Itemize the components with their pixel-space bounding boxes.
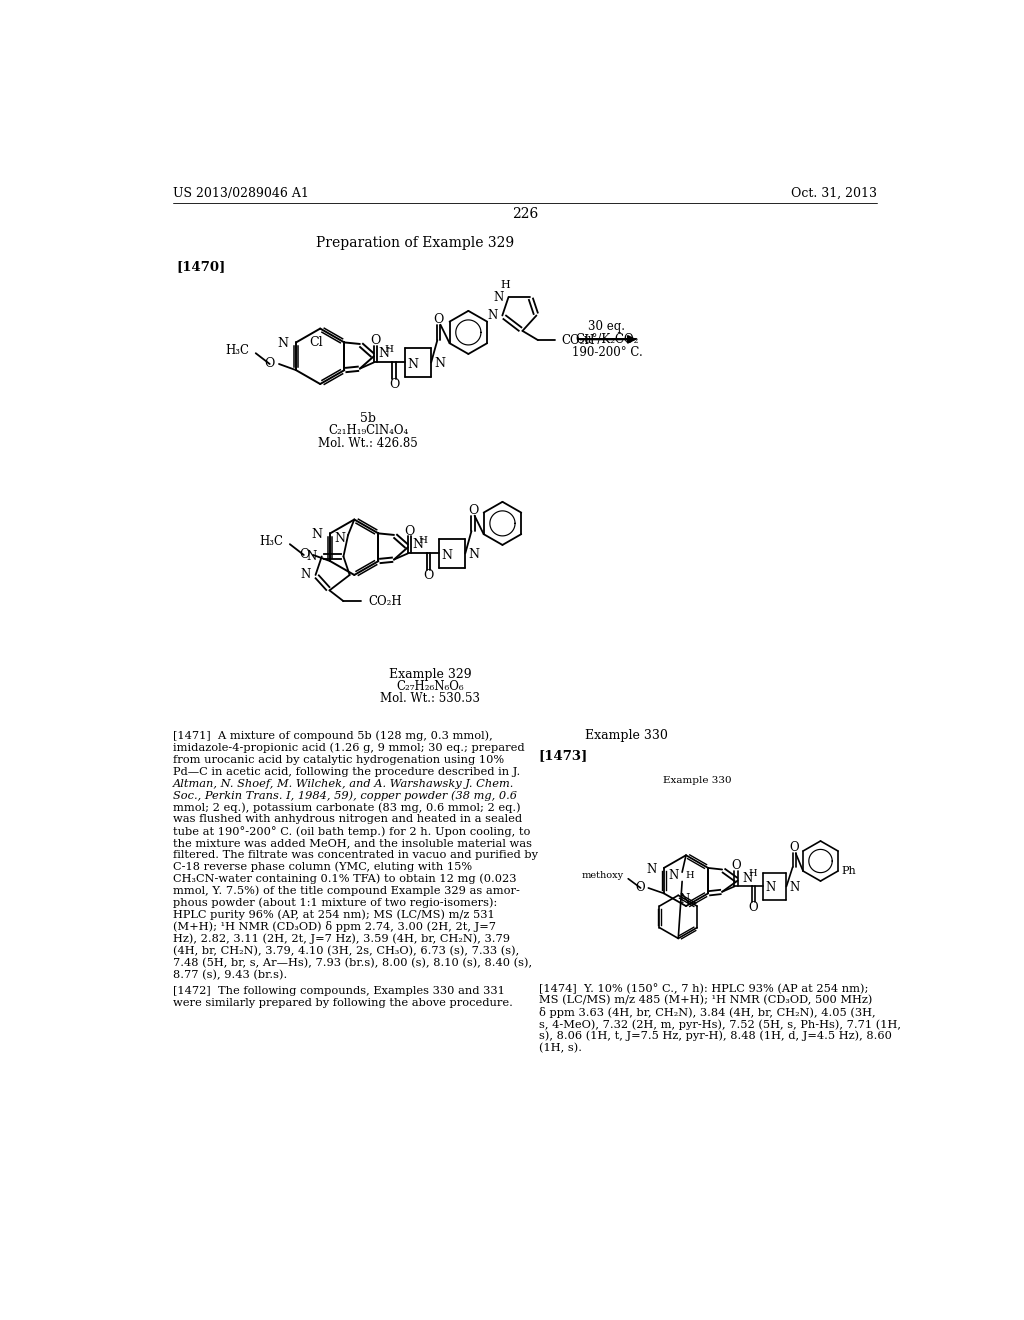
- Text: N: N: [311, 528, 323, 541]
- Text: N: N: [441, 549, 453, 562]
- Text: N: N: [494, 290, 504, 304]
- Text: O: O: [749, 900, 758, 913]
- Text: (1H, s).: (1H, s).: [539, 1043, 582, 1053]
- Text: 30 eq.: 30 eq.: [589, 319, 626, 333]
- Text: CH₃CN-water containing 0.1% TFA) to obtain 12 mg (0.023: CH₃CN-water containing 0.1% TFA) to obta…: [173, 874, 516, 884]
- Text: 190-200° C.: 190-200° C.: [571, 346, 642, 359]
- Text: [1473]: [1473]: [539, 748, 588, 762]
- Text: tube at 190°-200° C. (oil bath temp.) for 2 h. Upon cooling, to: tube at 190°-200° C. (oil bath temp.) fo…: [173, 826, 530, 837]
- Text: H: H: [501, 280, 510, 289]
- Text: (M+H); ¹H NMR (CD₃OD) δ ppm 2.74, 3.00 (2H, 2t, J=7: (M+H); ¹H NMR (CD₃OD) δ ppm 2.74, 3.00 (…: [173, 921, 496, 932]
- Text: mmol, Y. 7.5%) of the title compound Example 329 as amor-: mmol, Y. 7.5%) of the title compound Exa…: [173, 886, 520, 896]
- Text: Cu°/K₂CO₂: Cu°/K₂CO₂: [575, 333, 639, 346]
- Text: O: O: [299, 548, 309, 561]
- Text: N: N: [646, 863, 656, 876]
- Text: N: N: [790, 880, 800, 894]
- Text: 7.48 (5H, br, s, Ar—Hs), 7.93 (br.s), 8.00 (s), 8.10 (s), 8.40 (s),: 7.48 (5H, br, s, Ar—Hs), 7.93 (br.s), 8.…: [173, 957, 532, 968]
- Text: [1470]: [1470]: [176, 260, 225, 273]
- Text: s), 8.06 (1H, t, J=7.5 Hz, pyr-H), 8.48 (1H, d, J=4.5 Hz), 8.60: s), 8.06 (1H, t, J=7.5 Hz, pyr-H), 8.48 …: [539, 1031, 892, 1041]
- Text: 5b: 5b: [360, 412, 376, 425]
- Text: O: O: [731, 859, 740, 873]
- Text: Example 329: Example 329: [389, 668, 472, 681]
- Text: [1474]  Y. 10% (150° C., 7 h): HPLC 93% (AP at 254 nm);: [1474] Y. 10% (150° C., 7 h): HPLC 93% (…: [539, 983, 868, 994]
- Text: US 2013/0289046 A1: US 2013/0289046 A1: [173, 186, 309, 199]
- Text: mmol; 2 eq.), potassium carbonate (83 mg, 0.6 mmol; 2 eq.): mmol; 2 eq.), potassium carbonate (83 mg…: [173, 803, 520, 813]
- Text: 8.77 (s), 9.43 (br.s).: 8.77 (s), 9.43 (br.s).: [173, 969, 287, 979]
- Text: Oct. 31, 2013: Oct. 31, 2013: [791, 186, 877, 199]
- Text: s, 4-MeO), 7.32 (2H, m, pyr-Hs), 7.52 (5H, s, Ph-Hs), 7.71 (1H,: s, 4-MeO), 7.32 (2H, m, pyr-Hs), 7.52 (5…: [539, 1019, 901, 1030]
- Text: O: O: [636, 882, 645, 895]
- Text: Preparation of Example 329: Preparation of Example 329: [315, 236, 514, 249]
- Text: methoxy: methoxy: [582, 871, 624, 880]
- Text: H: H: [385, 345, 393, 354]
- Text: H: H: [419, 536, 428, 545]
- Text: δ ppm 3.63 (4H, br, CH₂N), 3.84 (4H, br, CH₂N), 4.05 (3H,: δ ppm 3.63 (4H, br, CH₂N), 3.84 (4H, br,…: [539, 1007, 876, 1018]
- Text: O: O: [434, 313, 444, 326]
- Text: C₂₁H₁₉ClN₄O₄: C₂₁H₁₉ClN₄O₄: [328, 425, 409, 437]
- Text: imidazole-4-propionic acid (1.26 g, 9 mmol; 30 eq.; prepared: imidazole-4-propionic acid (1.26 g, 9 mm…: [173, 743, 524, 754]
- Text: N: N: [307, 550, 317, 564]
- Text: N: N: [766, 882, 776, 895]
- Text: Example 330: Example 330: [586, 730, 668, 742]
- Text: N: N: [680, 894, 690, 907]
- Text: N: N: [742, 871, 753, 884]
- Text: CO₂H: CO₂H: [561, 334, 595, 347]
- Text: N: N: [487, 309, 498, 322]
- Text: MS (LC/MS) m/z 485 (M+H); ¹H NMR (CD₃OD, 500 MHz): MS (LC/MS) m/z 485 (M+H); ¹H NMR (CD₃OD,…: [539, 995, 872, 1006]
- Text: N: N: [379, 347, 389, 360]
- Text: Mol. Wt.: 426.85: Mol. Wt.: 426.85: [318, 437, 418, 450]
- Text: O: O: [404, 524, 415, 537]
- Text: C-18 reverse phase column (YMC, eluting with 15%: C-18 reverse phase column (YMC, eluting …: [173, 862, 472, 873]
- Text: was flushed with anhydrous nitrogen and heated in a sealed: was flushed with anhydrous nitrogen and …: [173, 814, 522, 825]
- Text: were similarly prepared by following the above procedure.: were similarly prepared by following the…: [173, 998, 513, 1008]
- Text: O: O: [389, 379, 399, 391]
- Text: Pd—C in acetic acid, following the procedure described in J.: Pd—C in acetic acid, following the proce…: [173, 767, 520, 776]
- Text: 226: 226: [512, 207, 538, 220]
- Text: [1472]  The following compounds, Examples 330 and 331: [1472] The following compounds, Examples…: [173, 986, 505, 997]
- Text: O: O: [265, 358, 275, 371]
- Text: H: H: [685, 871, 694, 879]
- Text: N: N: [434, 356, 445, 370]
- Text: phous powder (about 1:1 mixture of two regio-isomers):: phous powder (about 1:1 mixture of two r…: [173, 898, 498, 908]
- Text: H: H: [749, 870, 757, 878]
- Text: N: N: [334, 532, 345, 545]
- Text: H₃C: H₃C: [225, 343, 250, 356]
- Text: O: O: [468, 504, 478, 517]
- Text: O: O: [423, 569, 433, 582]
- Text: H₃C: H₃C: [260, 535, 284, 548]
- Text: N: N: [301, 569, 311, 582]
- Text: Soc., Perkin Trans. I, 1984, 59), copper powder (38 mg, 0.6: Soc., Perkin Trans. I, 1984, 59), copper…: [173, 791, 517, 801]
- Text: N: N: [408, 358, 418, 371]
- Text: N: N: [413, 539, 424, 552]
- Text: O: O: [790, 841, 799, 854]
- Text: Mol. Wt.: 530.53: Mol. Wt.: 530.53: [380, 693, 480, 705]
- Text: CO₂H: CO₂H: [369, 594, 401, 607]
- Text: N: N: [468, 548, 479, 561]
- Text: Ph: Ph: [842, 866, 857, 876]
- Text: filtered. The filtrate was concentrated in vacuo and purified by: filtered. The filtrate was concentrated …: [173, 850, 538, 861]
- Text: from urocanic acid by catalytic hydrogenation using 10%: from urocanic acid by catalytic hydrogen…: [173, 755, 504, 764]
- Text: Altman, N. Shoef, M. Wilchek, and A. Warshawsky J. Chem.: Altman, N. Shoef, M. Wilchek, and A. War…: [173, 779, 514, 788]
- Text: [1471]  A mixture of compound 5b (128 mg, 0.3 mmol),: [1471] A mixture of compound 5b (128 mg,…: [173, 730, 493, 742]
- Text: Cl: Cl: [309, 335, 324, 348]
- Text: N: N: [669, 869, 679, 882]
- Text: (4H, br, CH₂N), 3.79, 4.10 (3H, 2s, CH₃O), 6.73 (s), 7.33 (s),: (4H, br, CH₂N), 3.79, 4.10 (3H, 2s, CH₃O…: [173, 945, 519, 956]
- Text: HPLC purity 96% (AP, at 254 nm); MS (LC/MS) m/z 531: HPLC purity 96% (AP, at 254 nm); MS (LC/…: [173, 909, 495, 920]
- Text: the mixture was added MeOH, and the insoluble material was: the mixture was added MeOH, and the inso…: [173, 838, 531, 849]
- Text: Hz), 2.82, 3.11 (2H, 2t, J=7 Hz), 3.59 (4H, br, CH₂N), 3.79: Hz), 2.82, 3.11 (2H, 2t, J=7 Hz), 3.59 (…: [173, 933, 510, 944]
- Text: C₂₇H₂₆N₆O₆: C₂₇H₂₆N₆O₆: [396, 680, 464, 693]
- Text: O: O: [370, 334, 381, 347]
- Text: Example 330: Example 330: [663, 776, 731, 785]
- Text: N: N: [278, 338, 289, 351]
